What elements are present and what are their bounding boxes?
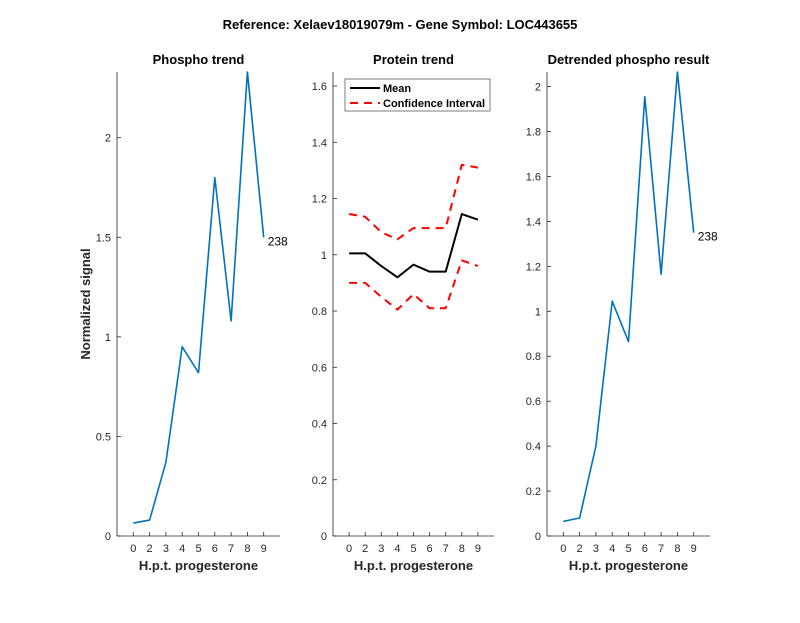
x-tick-label: 7: [228, 543, 234, 555]
y-tick-label: 1.2: [312, 194, 327, 206]
x-tick-label: 9: [261, 543, 267, 555]
legend-mean-label: Mean: [383, 83, 411, 95]
y-tick-label: 0.8: [526, 351, 541, 363]
y-tick-label: 1.5: [96, 232, 111, 244]
series-line: [133, 71, 265, 524]
y-tick-label: 1: [105, 332, 111, 344]
x-tick-label: 4: [179, 543, 185, 555]
panel-title: Phospho trend: [153, 52, 245, 67]
x-tick-label: 2: [147, 543, 153, 555]
x-tick-label: 0: [560, 543, 566, 555]
y-tick-label: 0.4: [526, 441, 541, 453]
x-tick-label: 2: [362, 543, 368, 555]
panel-title: Detrended phospho result: [548, 52, 710, 67]
y-tick-label: 0: [321, 531, 327, 543]
x-tick-label: 6: [642, 543, 648, 555]
legend: Mean Confidence Interval: [344, 78, 491, 112]
x-tick-label: 7: [658, 543, 664, 555]
panel-title: Protein trend: [373, 52, 454, 67]
x-axis-label: H.p.t. progesterone: [139, 558, 258, 573]
y-tick-label: 1: [321, 250, 327, 262]
y-tick-label: 1.8: [526, 127, 541, 139]
y-tick-label: 1.2: [526, 261, 541, 273]
ci-upper-line: [348, 163, 479, 241]
y-tick-label: 0: [535, 531, 541, 543]
x-tick-label: 3: [378, 543, 384, 555]
y-tick-label: 0: [105, 531, 111, 543]
legend-box: [344, 78, 491, 112]
y-tick-label: 1.6: [312, 81, 327, 93]
mean-line: [349, 213, 479, 279]
y-tick-label: 0.4: [312, 419, 327, 431]
x-tick-label: 0: [130, 543, 136, 555]
y-tick-label: 0.8: [312, 306, 327, 318]
y-tick-label: 1.4: [526, 216, 541, 228]
panel-2: 00.20.40.60.811.21.41.60 2 3 4 5 6 7 8 9Protein …: [312, 52, 494, 573]
x-axis-label: H.p.t. progesterone: [354, 558, 473, 573]
x-tick-label: 5: [625, 543, 631, 555]
x-tick-label: 9: [475, 543, 481, 555]
y-tick-label: 1.6: [526, 171, 541, 183]
x-tick-label: 8: [244, 543, 250, 555]
x-tick-label: 8: [459, 543, 465, 555]
y-tick-label: 1: [535, 306, 541, 318]
end-label: 238: [268, 234, 288, 248]
x-tick-label: 4: [394, 543, 400, 555]
x-tick-label: 3: [163, 543, 169, 555]
y-tick-label: 0.2: [312, 475, 327, 487]
x-tick-label: 4: [609, 543, 615, 555]
y-tick-label: 0.2: [526, 486, 541, 498]
y-tick-label: 2: [105, 133, 111, 145]
y-tick-label: 0.5: [96, 431, 111, 443]
x-tick-label: 5: [195, 543, 201, 555]
y-tick-label: 1.4: [312, 137, 327, 149]
x-tick-label: 3: [593, 543, 599, 555]
y-axis-label: Normalized signal: [78, 248, 93, 359]
y-tick-label: 2: [535, 82, 541, 94]
x-tick-label: 9: [691, 543, 697, 555]
x-tick-label: 8: [674, 543, 680, 555]
x-tick-label: 0: [346, 543, 352, 555]
x-axis-label: H.p.t. progesterone: [569, 558, 688, 573]
figure-title: Reference: Xelaev18019079m - Gene Symbol…: [223, 17, 578, 32]
y-tick-label: 0.6: [526, 396, 541, 408]
ci-lower-line: [349, 259, 479, 311]
x-tick-label: 7: [443, 543, 449, 555]
y-tick-label: 0.6: [312, 362, 327, 374]
series-line: [563, 71, 695, 523]
x-tick-label: 6: [427, 543, 433, 555]
end-label: 238: [698, 230, 718, 244]
legend-ci-label: Confidence Interval: [383, 98, 485, 110]
panel-3: 00.20.40.60.811.21.41.61.820 2 3 4 5 6 7 8 9Detr…: [526, 52, 718, 573]
x-tick-label: 6: [212, 543, 218, 555]
x-tick-label: 5: [410, 543, 416, 555]
x-tick-label: 2: [577, 543, 583, 555]
